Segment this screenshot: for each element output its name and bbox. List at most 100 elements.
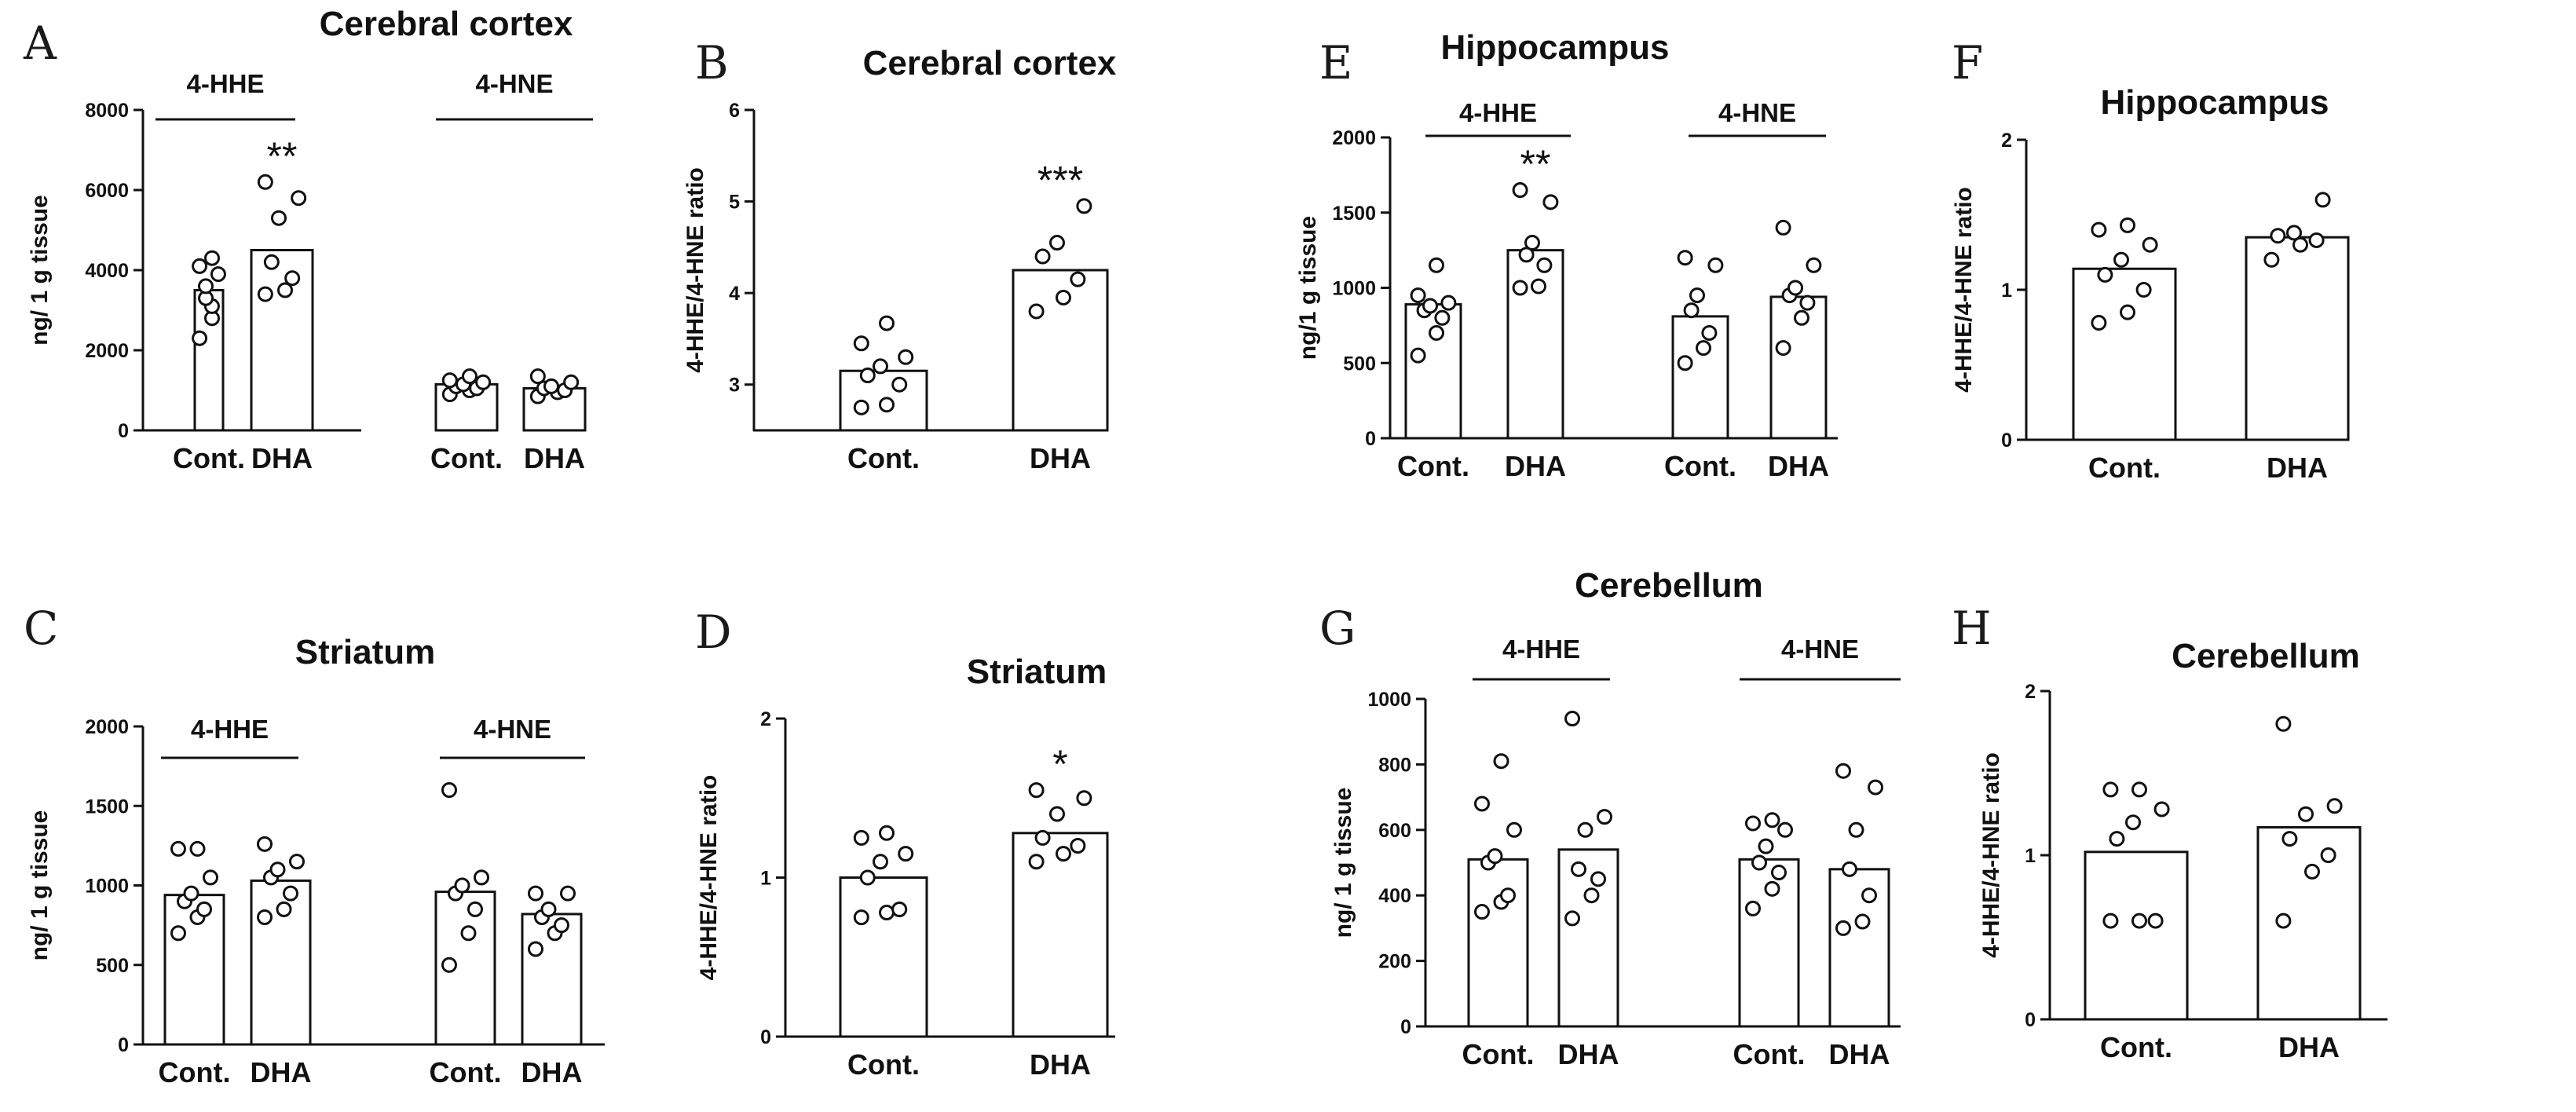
data-point-D bbox=[1028, 782, 1045, 799]
data-point-G bbox=[1835, 920, 1851, 936]
data-point-E bbox=[1524, 235, 1540, 251]
data-point-D bbox=[859, 869, 876, 886]
data-point-C bbox=[189, 840, 206, 857]
data-point-A bbox=[198, 278, 214, 294]
data-point-A bbox=[462, 368, 478, 385]
data-point-E bbox=[1696, 340, 1711, 357]
y-tick-label-E: 2000 bbox=[1332, 127, 1376, 149]
data-point-H bbox=[2326, 798, 2343, 814]
bar-E-4-HHE-DHA bbox=[1506, 249, 1564, 440]
y-tick-label-D: 2 bbox=[760, 708, 771, 730]
data-point-E bbox=[1787, 280, 1803, 296]
panel-label-C: C bbox=[24, 602, 58, 655]
data-point-G bbox=[1771, 865, 1787, 881]
data-point-C bbox=[183, 885, 199, 902]
y-tick-label-D: 1 bbox=[760, 868, 771, 890]
data-point-G bbox=[1848, 821, 1864, 838]
panel-title-C: Striatum bbox=[295, 633, 435, 671]
panel-title-E: Hippocampus bbox=[1441, 28, 1670, 67]
data-point-H bbox=[2147, 913, 2164, 929]
data-point-B bbox=[853, 399, 869, 415]
data-point-D bbox=[898, 846, 914, 862]
data-point-F bbox=[2120, 304, 2135, 320]
data-point-F bbox=[2314, 192, 2331, 208]
data-point-H bbox=[2125, 814, 2141, 831]
data-point-G bbox=[1751, 854, 1767, 871]
x-category-H: Cont. bbox=[2100, 1031, 2172, 1063]
data-point-C bbox=[283, 885, 298, 902]
data-point-F bbox=[2120, 217, 2135, 233]
data-point-D bbox=[879, 905, 895, 921]
panel-title-F: Hippocampus bbox=[2101, 83, 2329, 122]
x-category-G: DHA bbox=[1558, 1038, 1619, 1070]
data-point-D bbox=[1076, 790, 1092, 807]
panel-label-F: F bbox=[1952, 36, 1983, 90]
data-point-F bbox=[2113, 251, 2129, 268]
data-point-H bbox=[2131, 781, 2147, 798]
y-tick-label-E: 1000 bbox=[1332, 278, 1376, 300]
y-tick-label-F: 2 bbox=[2001, 130, 2012, 152]
y-tick-label-H: 1 bbox=[2025, 845, 2036, 867]
y-tick-label-E: 1500 bbox=[1332, 203, 1376, 225]
data-point-C bbox=[196, 901, 212, 917]
data-point-A bbox=[529, 368, 546, 385]
y-axis-label-D: 4-HHE/4-HNE ratio bbox=[696, 775, 722, 981]
data-point-B bbox=[879, 315, 895, 331]
data-point-B bbox=[1070, 271, 1086, 287]
data-point-C bbox=[269, 861, 286, 878]
data-point-G bbox=[1764, 812, 1780, 829]
y-tick-label-G: 1000 bbox=[1367, 689, 1411, 711]
data-point-E bbox=[1518, 247, 1535, 263]
data-point-C bbox=[289, 854, 305, 870]
bar-H--DHA bbox=[2256, 825, 2362, 1021]
data-point-E bbox=[1707, 257, 1724, 273]
y-tick-label-B: 5 bbox=[729, 192, 740, 214]
data-point-A bbox=[192, 258, 208, 274]
data-point-F bbox=[2270, 228, 2286, 244]
significance-D: * bbox=[1052, 742, 1067, 786]
y-tick-label-C: 2000 bbox=[85, 716, 129, 738]
y-tick-label-A: 8000 bbox=[85, 100, 129, 122]
y-tick-label-D: 0 bbox=[760, 1026, 771, 1048]
y-tick-label-C: 0 bbox=[118, 1034, 129, 1056]
x-category-A: DHA bbox=[524, 442, 585, 474]
y-tick-label-A: 2000 bbox=[85, 340, 129, 362]
data-point-G bbox=[1474, 904, 1490, 920]
data-point-E bbox=[1683, 302, 1700, 319]
data-point-G bbox=[1564, 711, 1580, 727]
data-point-C bbox=[257, 836, 273, 852]
data-point-B bbox=[1034, 248, 1051, 265]
data-point-E bbox=[1536, 257, 1553, 273]
data-point-G bbox=[1474, 796, 1490, 812]
bar-G-4-HHE-Cont. bbox=[1467, 858, 1529, 1028]
significance-B: *** bbox=[1037, 158, 1083, 202]
data-point-F bbox=[2135, 282, 2152, 298]
y-tick-label-G: 800 bbox=[1378, 754, 1411, 776]
bar-G-4-HNE-DHA bbox=[1828, 868, 1890, 1028]
data-point-A bbox=[210, 266, 226, 283]
data-point-D bbox=[879, 825, 895, 841]
data-point-G bbox=[1861, 887, 1877, 904]
data-point-C bbox=[460, 925, 477, 942]
y-tick-label-E: 500 bbox=[1343, 353, 1376, 375]
data-point-B bbox=[898, 349, 914, 365]
data-point-H bbox=[2298, 806, 2314, 822]
panel-label-E: E bbox=[1319, 36, 1352, 90]
data-point-F bbox=[2286, 225, 2302, 241]
bar-F--DHA bbox=[2245, 236, 2350, 441]
data-point-E bbox=[1542, 194, 1559, 210]
data-point-G bbox=[1506, 821, 1522, 838]
data-point-B bbox=[1028, 303, 1045, 320]
y-tick-label-B: 3 bbox=[729, 375, 740, 397]
y-tick-label-H: 2 bbox=[2025, 681, 2036, 703]
data-point-E bbox=[1775, 219, 1791, 236]
y-axis-label-B: 4-HHE/4-HNE ratio bbox=[682, 167, 708, 373]
bar-C-4-HNE-DHA bbox=[521, 913, 583, 1046]
x-category-F: DHA bbox=[2267, 452, 2328, 484]
data-point-G bbox=[1590, 871, 1606, 887]
group-label-A: 4-HNE bbox=[475, 69, 553, 98]
data-point-D bbox=[1070, 838, 1086, 854]
bar-E-4-HHE-Cont. bbox=[1404, 303, 1462, 440]
x-category-H: DHA bbox=[2278, 1031, 2340, 1063]
data-point-F bbox=[2308, 232, 2325, 248]
